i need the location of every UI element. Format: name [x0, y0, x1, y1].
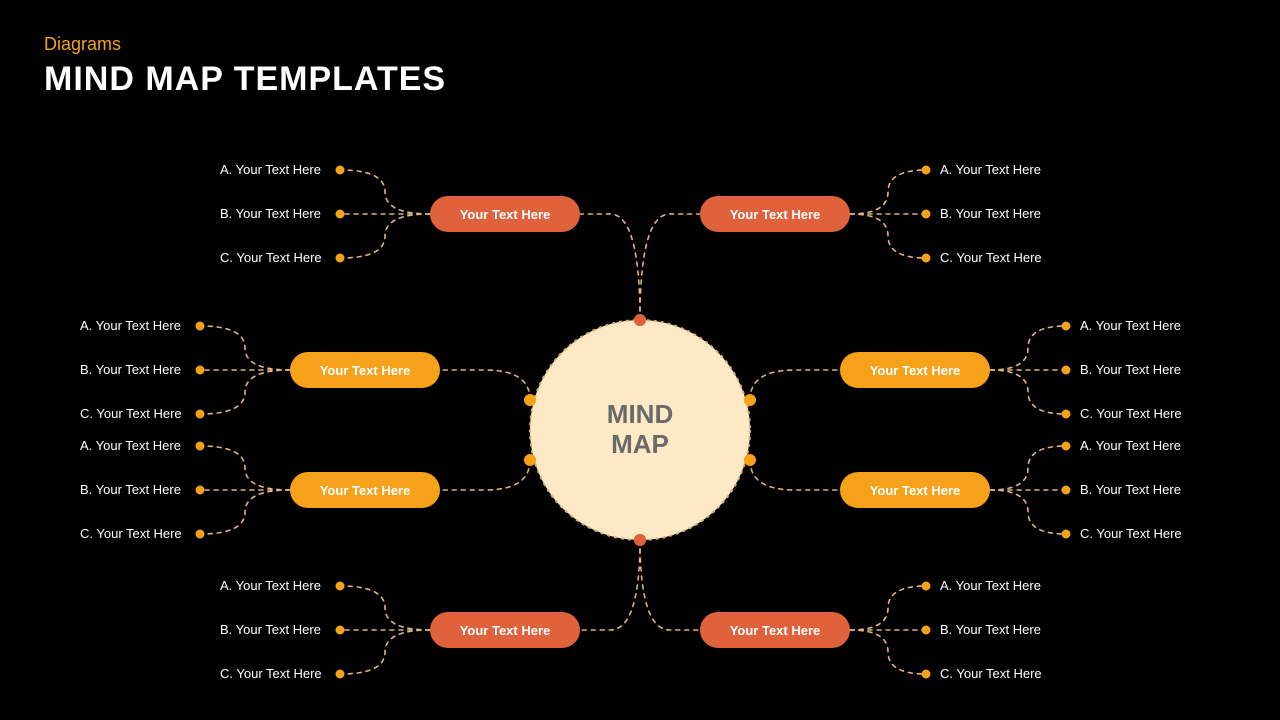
leaf-bbr-1: B. Your Text Here: [940, 622, 1041, 637]
leaf-tl-2: C. Your Text Here: [220, 250, 322, 265]
center-node: MINDMAP: [530, 320, 750, 540]
leaf-ml-2: C. Your Text Here: [80, 406, 182, 421]
page-title: MIND MAP TEMPLATES: [44, 60, 446, 99]
leaf-mr-0: A. Your Text Here: [1080, 318, 1181, 333]
leaf-bl-2: C. Your Text Here: [80, 526, 182, 541]
leaf-ml-1: B. Your Text Here: [80, 362, 181, 377]
center-label: MINDMAP: [607, 400, 673, 460]
leaf-bl-0: A. Your Text Here: [80, 438, 181, 453]
leaf-tr-2: C. Your Text Here: [940, 250, 1042, 265]
leaf-bbr-0: A. Your Text Here: [940, 578, 1041, 593]
leaf-tl-1: B. Your Text Here: [220, 206, 321, 221]
mind-map-stage: Diagrams MIND MAP TEMPLATES MINDMAP Your …: [0, 0, 1280, 720]
branch-pill-br: Your Text Here: [840, 472, 990, 508]
leaf-br-2: C. Your Text Here: [1080, 526, 1182, 541]
leaf-br-1: B. Your Text Here: [1080, 482, 1181, 497]
branch-pill-bl: Your Text Here: [290, 472, 440, 508]
branch-pill-bbr: Your Text Here: [700, 612, 850, 648]
branch-pill-tr: Your Text Here: [700, 196, 850, 232]
leaf-mr-1: B. Your Text Here: [1080, 362, 1181, 377]
page-subtitle: Diagrams: [44, 34, 121, 55]
leaf-bbl-2: C. Your Text Here: [220, 666, 322, 681]
leaf-tr-1: B. Your Text Here: [940, 206, 1041, 221]
leaf-tr-0: A. Your Text Here: [940, 162, 1041, 177]
leaf-ml-0: A. Your Text Here: [80, 318, 181, 333]
branch-pill-ml: Your Text Here: [290, 352, 440, 388]
leaf-bbl-1: B. Your Text Here: [220, 622, 321, 637]
leaf-tl-0: A. Your Text Here: [220, 162, 321, 177]
leaf-bbr-2: C. Your Text Here: [940, 666, 1042, 681]
branch-pill-bbl: Your Text Here: [430, 612, 580, 648]
branch-pill-tl: Your Text Here: [430, 196, 580, 232]
branch-pill-mr: Your Text Here: [840, 352, 990, 388]
leaf-bbl-0: A. Your Text Here: [220, 578, 321, 593]
leaf-bl-1: B. Your Text Here: [80, 482, 181, 497]
leaf-br-0: A. Your Text Here: [1080, 438, 1181, 453]
leaf-mr-2: C. Your Text Here: [1080, 406, 1182, 421]
